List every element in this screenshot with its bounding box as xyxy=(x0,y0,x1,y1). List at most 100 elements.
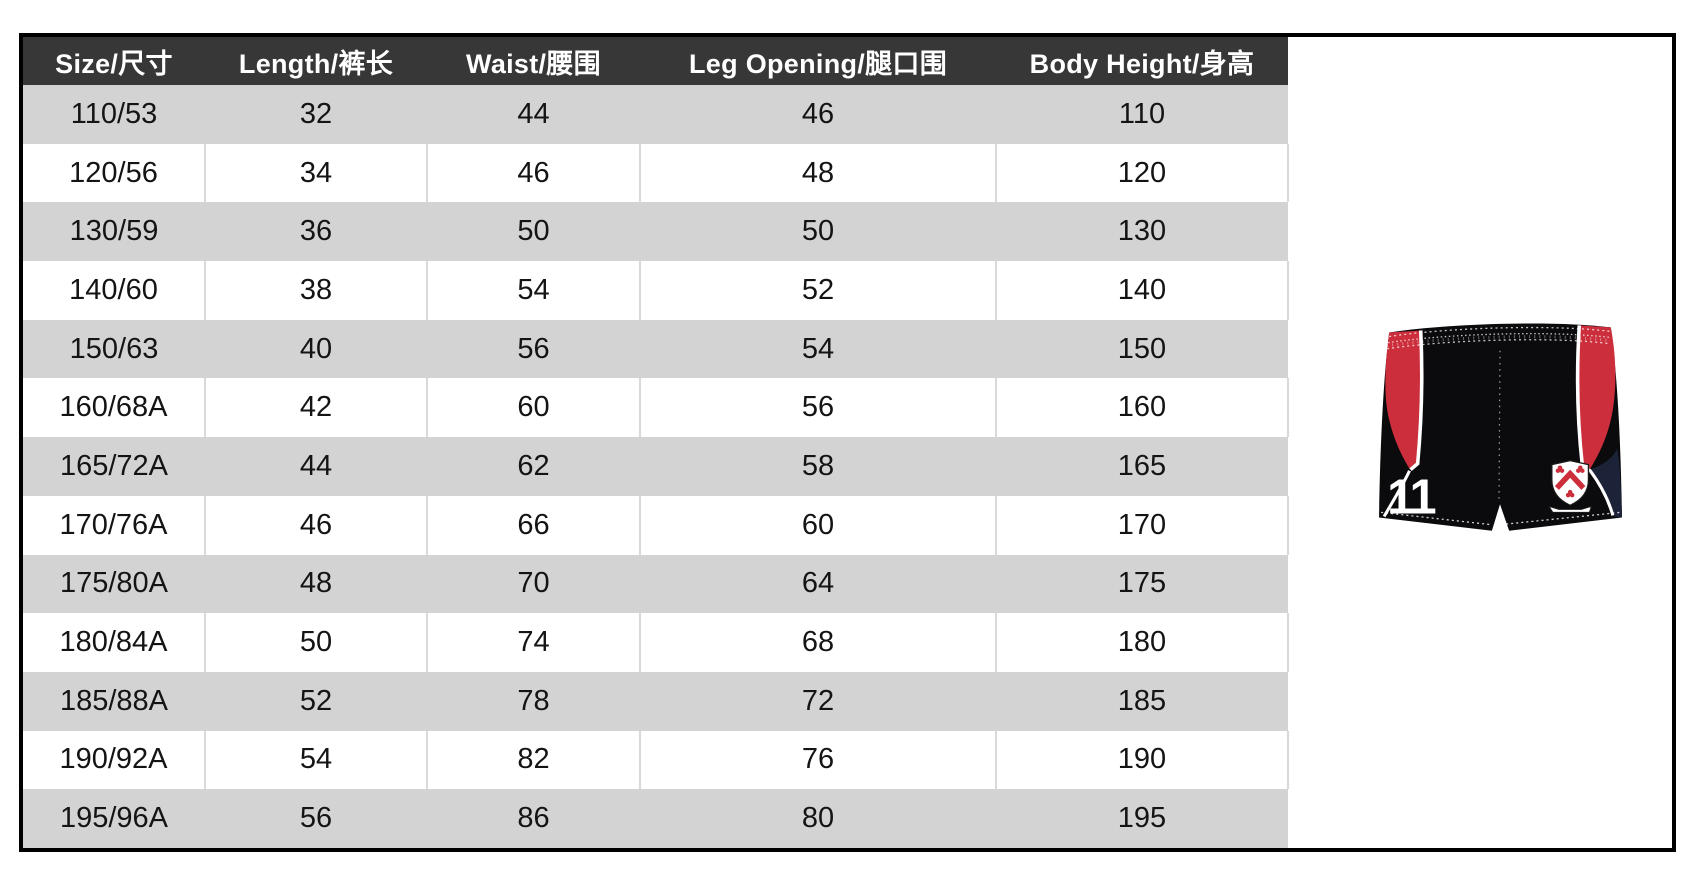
table-cell: 46 xyxy=(204,495,427,555)
crest-trefoil xyxy=(1576,465,1585,473)
table-cell: 160 xyxy=(995,378,1289,438)
table-cell: 62 xyxy=(427,437,640,496)
table-cell: 58 xyxy=(640,437,996,496)
column-header-size: Size/尺寸 xyxy=(23,37,205,85)
table-cell: 56 xyxy=(639,378,996,438)
table-cell: 110/53 xyxy=(23,85,205,144)
table-cell: 195/96A xyxy=(23,789,205,848)
table-cell: 54 xyxy=(204,730,427,790)
table-cell: 66 xyxy=(426,495,640,555)
table-row: 130/59 36 50 50 130 xyxy=(23,202,1288,262)
navy-panel xyxy=(1589,448,1622,518)
table-cell: 160/68A xyxy=(23,378,205,438)
table-cell: 185/88A xyxy=(23,671,205,731)
table-cell: 170/76A xyxy=(23,495,205,555)
crest-banner xyxy=(1547,505,1593,513)
header-row: Size/尺寸 Length/裤长 Waist/腰围 Leg Opening/腿… xyxy=(23,37,1288,85)
table-row: 195/96A 56 86 80 195 xyxy=(23,789,1288,848)
table-cell: 46 xyxy=(640,85,996,144)
table-cell: 38 xyxy=(204,261,427,320)
club-crest xyxy=(1547,459,1593,513)
crest-chevron xyxy=(1554,469,1586,490)
table-row: 190/92A 54 82 76 190 xyxy=(23,730,1289,790)
table-cell: 110 xyxy=(996,85,1288,144)
table-cell: 150/63 xyxy=(23,319,205,379)
table-row: 140/60 38 54 52 140 xyxy=(23,261,1289,320)
piping-left xyxy=(1409,330,1424,472)
table-cell: 46 xyxy=(426,143,640,203)
shorts-product-image: 11 xyxy=(1379,323,1622,531)
table-cell: 56 xyxy=(427,319,640,379)
table-row: 160/68A 42 60 56 160 xyxy=(23,378,1289,438)
product-image-area: 11 xyxy=(1289,37,1672,848)
table-cell: 70 xyxy=(427,554,640,614)
table-row: 175/80A 48 70 64 175 xyxy=(23,554,1288,614)
table-cell: 170 xyxy=(995,495,1289,555)
table-cell: 50 xyxy=(427,202,640,262)
table-cell: 72 xyxy=(640,671,996,731)
size-chart-frame: Size/尺寸 Length/裤长 Waist/腰围 Leg Opening/腿… xyxy=(19,33,1676,852)
table-cell: 56 xyxy=(205,789,427,848)
table-cell: 80 xyxy=(640,789,996,848)
table-cell: 60 xyxy=(426,378,640,438)
table-cell: 180/84A xyxy=(23,613,205,672)
table-cell: 44 xyxy=(205,437,427,496)
table-cell: 76 xyxy=(639,730,996,790)
table-cell: 195 xyxy=(996,789,1288,848)
table-cell: 50 xyxy=(204,613,427,672)
crest-trefoil xyxy=(1565,489,1575,498)
table-cell: 78 xyxy=(427,671,640,731)
table-cell: 60 xyxy=(639,495,996,555)
table-cell: 190/92A xyxy=(23,730,205,790)
table-row: 185/88A 52 78 72 185 xyxy=(23,671,1288,731)
red-side-panel-right xyxy=(1577,325,1616,470)
table-cell: 64 xyxy=(640,554,996,614)
table-cell: 165 xyxy=(996,437,1288,496)
table-cell: 180 xyxy=(995,613,1289,672)
table-cell: 120 xyxy=(995,143,1289,203)
piping-navy xyxy=(1588,468,1615,516)
table-cell: 68 xyxy=(639,613,996,672)
table-cell: 52 xyxy=(205,671,427,731)
table-cell: 130 xyxy=(996,202,1288,262)
table-cell: 82 xyxy=(426,730,640,790)
table-cell: 74 xyxy=(426,613,640,672)
jersey-number: 11 xyxy=(1387,470,1435,524)
column-header-length: Length/裤长 xyxy=(205,37,427,85)
table-cell: 42 xyxy=(204,378,427,438)
table-cell: 32 xyxy=(205,85,427,144)
crest-trefoil xyxy=(1555,465,1565,473)
column-header-leg-opening: Leg Opening/腿口围 xyxy=(640,37,996,85)
table-cell: 190 xyxy=(995,730,1289,790)
crease-line xyxy=(1498,350,1501,502)
table-cell: 120/56 xyxy=(23,143,205,203)
table-cell: 48 xyxy=(205,554,427,614)
table-cell: 86 xyxy=(427,789,640,848)
table-cell: 140/60 xyxy=(23,261,205,320)
table-cell: 140 xyxy=(995,261,1289,320)
table-row: 170/76A 46 66 60 170 xyxy=(23,495,1289,555)
table-cell: 44 xyxy=(427,85,640,144)
table-row: 165/72A 44 62 58 165 xyxy=(23,437,1288,496)
hem-stitching xyxy=(1380,511,1621,526)
table-row: 180/84A 50 74 68 180 xyxy=(23,613,1289,672)
table-cell: 50 xyxy=(640,202,996,262)
table-cell: 48 xyxy=(639,143,996,203)
piping-right xyxy=(1575,325,1591,473)
size-chart-table: Size/尺寸 Length/裤长 Waist/腰围 Leg Opening/腿… xyxy=(23,37,1289,848)
table-cell: 54 xyxy=(640,319,996,379)
table-cell: 165/72A xyxy=(23,437,205,496)
table-cell: 40 xyxy=(205,319,427,379)
red-side-panel-left xyxy=(1385,330,1422,469)
table-cell: 175/80A xyxy=(23,554,205,614)
table-row: 120/56 34 46 48 120 xyxy=(23,143,1289,203)
table-cell: 54 xyxy=(426,261,640,320)
table-cell: 36 xyxy=(205,202,427,262)
table-cell: 185 xyxy=(996,671,1288,731)
column-header-waist: Waist/腰围 xyxy=(427,37,640,85)
table-cell: 52 xyxy=(639,261,996,320)
table-cell: 130/59 xyxy=(23,202,205,262)
waistband-stitching xyxy=(1386,326,1611,350)
table-row: 150/63 40 56 54 150 xyxy=(23,319,1288,379)
table-cell: 34 xyxy=(204,143,427,203)
